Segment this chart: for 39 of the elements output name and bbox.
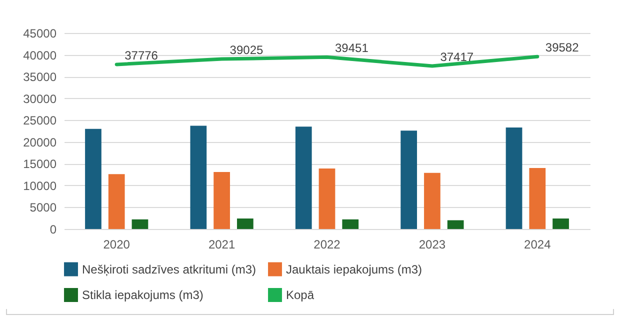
bar	[190, 126, 207, 229]
y-tick-label: 15000	[23, 157, 57, 172]
x-tick-label: 2021	[208, 238, 236, 252]
data-label: 39451	[335, 41, 369, 56]
bar	[85, 128, 102, 229]
bar	[447, 220, 464, 229]
y-tick-label: 5000	[30, 200, 57, 215]
bar	[552, 218, 569, 229]
x-tick-label: 2020	[103, 238, 130, 252]
y-tick-label: 0	[50, 222, 57, 236]
y-tick-label: 25000	[23, 114, 57, 128]
data-label: 37417	[440, 50, 474, 64]
bar	[214, 172, 230, 229]
data-label: 39582	[545, 40, 580, 55]
y-tick-label: 10000	[23, 178, 57, 193]
bar	[318, 168, 336, 229]
x-tick-label: 2023	[418, 238, 446, 252]
bar	[506, 128, 522, 229]
legend-label: Kopā	[286, 288, 314, 302]
bar	[132, 219, 148, 229]
legend-label: Stikla iepakojums (m3)	[82, 288, 204, 302]
bar	[236, 218, 254, 229]
data-label: 39025	[230, 43, 264, 58]
bar	[424, 172, 440, 229]
x-tick-label: 2022	[314, 238, 341, 252]
bar	[342, 219, 359, 229]
legend-label: Jauktais iepakojums (m3)	[286, 262, 422, 276]
x-tick-label: 2024	[524, 238, 552, 252]
bar	[529, 168, 546, 229]
y-tick-label: 45000	[23, 26, 57, 40]
y-tick-label: 35000	[23, 70, 57, 84]
bar	[400, 130, 418, 229]
y-tick-label: 30000	[23, 92, 57, 106]
y-tick-label: 40000	[23, 48, 57, 62]
data-label: 37776	[124, 48, 158, 62]
y-tick-label: 20000	[23, 135, 57, 150]
bar	[108, 174, 125, 229]
legend-label: Nešķiroti sadzīves atkritumi (m3)	[82, 262, 256, 276]
bar	[295, 126, 312, 229]
